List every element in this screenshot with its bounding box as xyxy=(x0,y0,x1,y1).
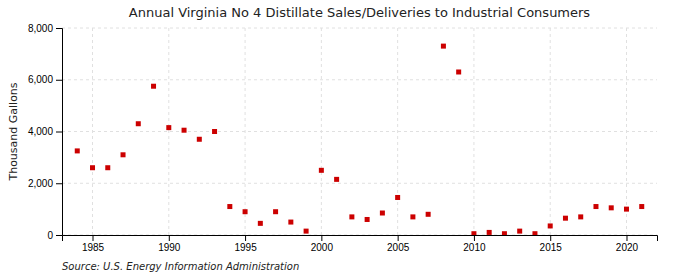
point xyxy=(426,212,431,217)
tick-label: 1985 xyxy=(82,242,105,253)
tick-mark xyxy=(245,235,246,241)
point xyxy=(166,125,171,130)
point xyxy=(548,223,553,228)
title: Annual Virginia No 4 Distillate Sales/De… xyxy=(129,5,591,20)
point xyxy=(319,168,324,173)
tick-label: 2020 xyxy=(616,242,639,253)
point xyxy=(90,165,95,170)
x-axis: 1985 1990 1995 2000 2005 2010 2015 2020 xyxy=(63,235,658,253)
tick: 2,000 xyxy=(28,178,62,189)
point xyxy=(517,229,522,234)
point xyxy=(487,230,492,235)
tick: 8,000 xyxy=(28,23,62,34)
tick-mark xyxy=(169,235,170,241)
tick-mark xyxy=(56,28,62,29)
tick-label: 4,000 xyxy=(28,126,53,137)
point xyxy=(121,152,126,157)
tick: 4,000 xyxy=(28,126,62,137)
tick-mark xyxy=(321,235,322,241)
point xyxy=(380,211,385,216)
point xyxy=(258,221,263,226)
grid-line xyxy=(473,28,474,235)
grid-line xyxy=(62,131,657,132)
tick-label: 2015 xyxy=(540,242,563,253)
point xyxy=(304,229,309,234)
tick-label: 2010 xyxy=(463,242,486,253)
point xyxy=(182,128,187,133)
tick-mark xyxy=(56,183,62,184)
tick-mark xyxy=(56,235,62,236)
tick-mark xyxy=(474,235,475,241)
y-axis-label: Thousand Gallons xyxy=(7,82,20,181)
tick: 2005 xyxy=(387,235,410,253)
point xyxy=(349,214,354,219)
grid-line xyxy=(397,28,398,235)
tick-mark xyxy=(398,235,399,241)
axis-line xyxy=(56,29,63,236)
point xyxy=(578,214,583,219)
point xyxy=(243,209,248,214)
tick: 2000 xyxy=(311,235,334,253)
tick: 2010 xyxy=(463,235,486,253)
tick-mark xyxy=(56,132,62,133)
point xyxy=(609,205,614,210)
grid-line xyxy=(62,183,657,184)
chart: 1985 1990 1995 2000 2005 2010 2015 2020 0 2,000 4,… xyxy=(0,0,675,275)
point xyxy=(75,148,80,153)
point xyxy=(365,217,370,222)
tick-label: 2000 xyxy=(311,242,334,253)
tick-label: 6,000 xyxy=(28,74,53,85)
tick-label: 2005 xyxy=(387,242,410,253)
point xyxy=(532,231,537,235)
tick-mark xyxy=(626,235,627,241)
point xyxy=(334,177,339,182)
tick-mark xyxy=(93,235,94,241)
point xyxy=(151,84,156,89)
point xyxy=(471,231,476,235)
point xyxy=(395,195,400,200)
tick-label: 1990 xyxy=(158,242,181,253)
points xyxy=(75,44,644,235)
point xyxy=(639,204,644,209)
point xyxy=(136,121,141,126)
grid-line xyxy=(168,28,169,235)
point xyxy=(502,231,507,235)
tick: 1990 xyxy=(158,235,181,253)
tick-label: 0 xyxy=(47,230,53,241)
point xyxy=(410,214,415,219)
point xyxy=(273,209,278,214)
tick: 2020 xyxy=(616,235,639,253)
grid-line xyxy=(62,79,657,80)
y-axis: 0 2,000 4,000 6,000 8,000 xyxy=(28,23,63,241)
point xyxy=(212,129,217,134)
point xyxy=(288,220,293,225)
point xyxy=(105,165,110,170)
point xyxy=(624,207,629,212)
tick-label: 1995 xyxy=(234,242,257,253)
tick-mark xyxy=(550,235,551,241)
tick: 0 xyxy=(47,230,62,241)
point xyxy=(593,204,598,209)
tick: 1995 xyxy=(234,235,257,253)
tick-mark xyxy=(56,80,62,81)
axis-line xyxy=(63,236,658,242)
grid-line xyxy=(62,28,657,29)
plot: 1985 1990 1995 2000 2005 2010 2015 2020 0 2,000 4,… xyxy=(28,23,658,253)
tick-label: 2,000 xyxy=(28,178,53,189)
point xyxy=(197,137,202,142)
point xyxy=(227,204,232,209)
tick-label: 8,000 xyxy=(28,23,53,34)
point xyxy=(456,69,461,74)
grid xyxy=(62,28,657,235)
tick: 1985 xyxy=(82,235,105,253)
tick: 2015 xyxy=(540,235,563,253)
point xyxy=(563,216,568,221)
tick: 6,000 xyxy=(28,74,62,85)
source: Source: U.S. Energy Information Administ… xyxy=(62,261,299,272)
point xyxy=(441,44,446,49)
